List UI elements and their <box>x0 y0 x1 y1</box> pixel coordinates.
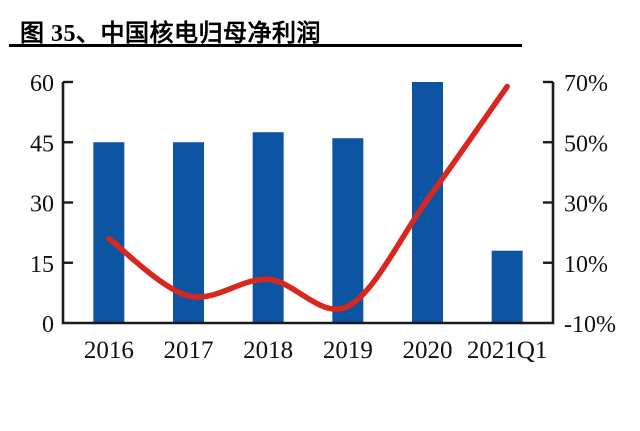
x-axis-label-2016: 2016 <box>84 337 134 364</box>
figure-title: 图 35、中国核电归母净利润 <box>20 21 321 47</box>
left-axis-label-60: 60 <box>30 71 54 97</box>
x-axis-label-2019: 2019 <box>323 337 373 364</box>
left-axis-label-45: 45 <box>30 131 54 157</box>
bar-2021Q1 <box>491 250 523 323</box>
right-axis-label-30%: 30% <box>564 192 608 218</box>
x-axis-label-2020: 2020 <box>403 337 453 364</box>
axis-frame <box>61 82 555 325</box>
right-axis-label-10%: 10% <box>564 252 608 278</box>
bar-2019 <box>332 138 364 323</box>
x-axis-label-2017: 2017 <box>164 337 214 364</box>
chart-legend: 归母净利润（亿元） 增速（右轴） <box>0 372 640 406</box>
left-axis-label-30: 30 <box>30 192 54 218</box>
left-axis-label-15: 15 <box>30 252 54 278</box>
bar-2016 <box>93 142 125 323</box>
growth-line <box>106 83 510 312</box>
right-axis-label-70%: 70% <box>564 71 608 97</box>
left-axis-label-0: 0 <box>42 312 54 338</box>
x-axis-label-2021Q1: 2021Q1 <box>467 337 548 364</box>
title-underline <box>9 44 522 47</box>
x-axis-label-2018: 2018 <box>243 337 293 364</box>
right-axis-label--10%: -10% <box>564 312 616 338</box>
right-axis-label-50%: 50% <box>564 131 608 157</box>
bar-2018 <box>252 132 284 323</box>
